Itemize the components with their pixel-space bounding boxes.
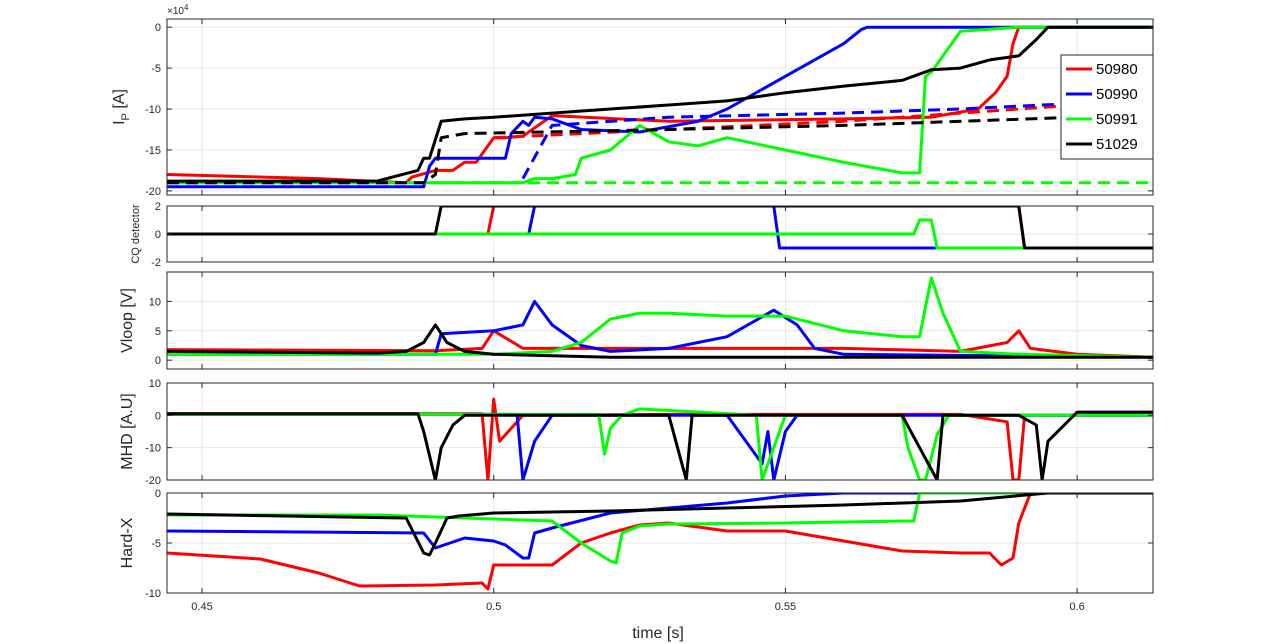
series-line-50990 [167, 493, 1153, 560]
series-line-50990-dashed [521, 99, 1153, 180]
series-line-51029 [167, 410, 1153, 480]
series-line-51029 [167, 493, 1153, 557]
y-tick-label: 0 [155, 488, 161, 500]
legend-label-50991: 50991 [1096, 111, 1138, 128]
panel-ip: 0 -5 -10 -15 -20 IP [A] ×104 [111, 3, 1154, 198]
panel-cq: 2 0 -2 CQ detector [130, 201, 1154, 269]
y-tick-label: 0 [155, 22, 161, 34]
series-line-51029-dashed [167, 111, 1153, 185]
y-tick-label: -15 [145, 145, 161, 157]
legend-box [1060, 54, 1154, 160]
y-tick-label: 10 [149, 296, 161, 308]
series-line-50980 [167, 329, 1153, 359]
y-tick-label: 0 [155, 355, 161, 367]
x-axis-label: time [s] [632, 625, 684, 642]
y-exponent-label: ×104 [167, 3, 189, 17]
series-line-51029 [167, 323, 1153, 359]
series-group [167, 397, 1153, 480]
panel-vloop: 0 5 10 Vloop [V] [119, 271, 1154, 370]
axes-box [166, 382, 1154, 481]
y-tick-label: -2 [151, 257, 161, 269]
y-axis-label: CQ detector [130, 204, 142, 264]
series-line-50990 [167, 206, 1153, 250]
series-line-50991 [167, 25, 1153, 185]
legend-label-51029: 51029 [1096, 136, 1138, 153]
y-axis-label: IP [A] [111, 89, 132, 125]
series-group [167, 206, 1153, 250]
y-tick-label: -5 [151, 538, 161, 550]
x-tick-label: 0.55 [775, 601, 796, 613]
y-tick-label: 2 [155, 201, 161, 213]
y-tick-label: -10 [145, 443, 161, 455]
series-group [167, 276, 1153, 359]
x-tick-label: 0.45 [191, 601, 212, 613]
y-tick-label: 0 [155, 229, 161, 241]
series-line-50990 [167, 299, 1153, 359]
series-line-50991 [167, 407, 1153, 480]
y-axis-label: MHD [A.U] [119, 393, 136, 469]
y-tick-label: 5 [155, 326, 161, 338]
series-line-50990 [167, 25, 1153, 189]
y-tick-label: -20 [145, 475, 161, 487]
y-tick-label: -10 [145, 588, 161, 600]
series-line-50980 [167, 206, 1153, 250]
series-line-50991 [167, 276, 1153, 359]
y-tick-label: 10 [149, 378, 161, 390]
panel-hardx: 0 -5 -10 0.45 0.5 0.55 0.6 Hard-X [119, 488, 1154, 613]
series-line-50991 [167, 493, 1153, 565]
legend: 50980 50990 50991 51029 [1060, 54, 1154, 160]
series-line-50990 [167, 412, 1153, 480]
y-axis-label: Vloop [V] [119, 288, 136, 353]
y-tick-label: -10 [145, 104, 161, 116]
series-line-51029 [167, 25, 1153, 183]
legend-label-50980: 50980 [1096, 61, 1138, 78]
y-axis-label: Hard-X [119, 517, 136, 568]
y-tick-label: 0 [155, 410, 161, 422]
x-tick-label: 0.6 [1070, 601, 1085, 613]
panel-mhd: 10 0 -10 -20 MHD [A.U] [119, 378, 1154, 487]
y-tick-label: -5 [151, 63, 161, 75]
x-tick-label: 0.5 [486, 601, 501, 613]
axes-box [166, 271, 1154, 370]
y-tick-label: -20 [145, 186, 161, 198]
series-line-51029 [167, 206, 1153, 250]
series-group [167, 493, 1153, 591]
legend-label-50990: 50990 [1096, 86, 1138, 103]
series-group [167, 25, 1153, 189]
